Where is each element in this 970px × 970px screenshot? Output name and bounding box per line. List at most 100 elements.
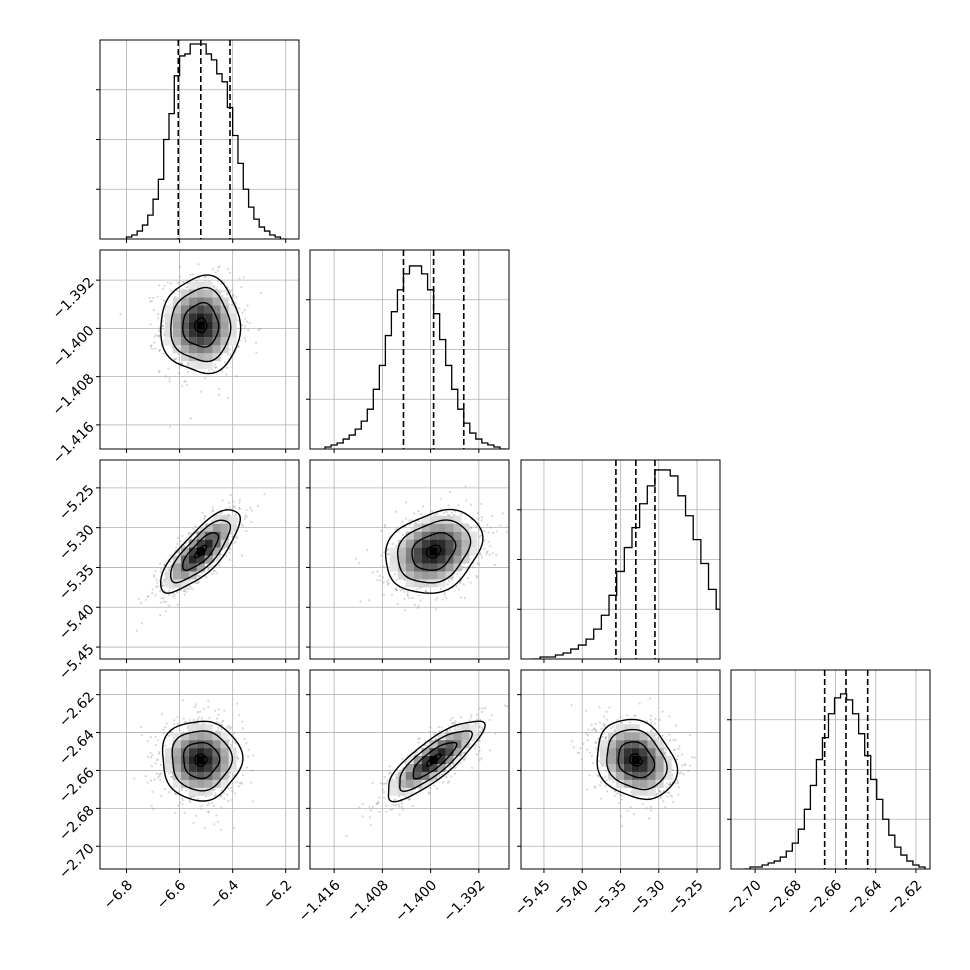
scatter-point	[182, 699, 185, 702]
scatter-point	[154, 570, 157, 573]
scatter-point	[251, 800, 254, 803]
scatter-point	[195, 581, 198, 585]
scatter-point	[236, 702, 239, 705]
scatter-point	[220, 511, 223, 514]
density-cell	[421, 579, 430, 588]
density-cell	[204, 321, 213, 330]
scatter-point	[443, 591, 446, 595]
scatter-point	[234, 541, 237, 544]
scatter-point	[158, 751, 161, 754]
scatter-point	[178, 366, 181, 369]
scatter-point	[463, 596, 467, 599]
scatter-point	[454, 720, 457, 723]
scatter-point	[246, 755, 250, 758]
scatter-point	[204, 515, 207, 518]
density-cell	[445, 523, 454, 532]
scatter-point	[505, 531, 508, 534]
scatter-point	[446, 583, 449, 586]
density-cell	[196, 764, 205, 772]
density-cell	[188, 748, 197, 757]
density-cell	[212, 515, 221, 524]
scatter-point	[159, 614, 162, 617]
scatter-point	[225, 554, 228, 557]
scatter-point	[475, 525, 478, 528]
scatter-point	[469, 581, 472, 584]
density-cell	[204, 748, 213, 757]
density-cell	[405, 579, 414, 588]
scatter-point	[158, 350, 161, 353]
scatter-point	[203, 514, 206, 517]
scatter-point	[223, 290, 226, 293]
scatter-point	[164, 725, 167, 729]
scatter-point	[421, 505, 425, 508]
density-cell	[228, 329, 237, 338]
scatter-point	[229, 743, 232, 746]
scatter-point	[164, 744, 167, 747]
scatter-point	[439, 497, 442, 500]
scatter-point	[177, 790, 180, 793]
density-cell	[397, 563, 406, 572]
scatter-point	[185, 383, 189, 386]
scatter-point	[174, 295, 177, 298]
scatter-point	[493, 563, 496, 567]
scatter-point	[182, 544, 185, 548]
density-cell	[196, 353, 205, 362]
density-cell	[172, 579, 181, 588]
scatter-point	[448, 780, 451, 783]
scatter-point	[149, 736, 153, 739]
scatter-point	[242, 276, 245, 279]
scatter-point	[230, 744, 233, 747]
scatter-point	[156, 758, 159, 761]
scatter-point	[487, 531, 490, 534]
contours	[161, 720, 244, 802]
scatter-point	[244, 339, 247, 343]
scatter-point	[431, 779, 434, 782]
panel-frame	[99, 669, 300, 870]
scatter-point	[241, 727, 245, 730]
scatter-point	[438, 775, 441, 778]
scatter-point	[235, 296, 238, 299]
density-cell	[188, 547, 197, 556]
density-cell	[172, 732, 181, 741]
scatter-point	[162, 578, 166, 581]
scatter-point	[434, 598, 437, 601]
scatter-point	[173, 292, 176, 295]
scatter-point	[213, 569, 216, 573]
scatter-point	[461, 752, 464, 755]
histogram-step-line	[125, 43, 286, 239]
scatter-point	[150, 765, 153, 768]
scatter-point	[163, 314, 166, 317]
scatter-point	[478, 758, 481, 762]
scatter-point	[197, 716, 200, 719]
scatter-point	[257, 328, 260, 332]
density-cell	[405, 539, 414, 548]
scatter-point	[345, 834, 348, 837]
scatter-point	[249, 506, 252, 509]
scatter-point	[158, 370, 161, 374]
scatter-point	[416, 588, 419, 591]
scatter-point	[387, 578, 390, 582]
density-cell	[421, 563, 430, 572]
scatter-point	[450, 511, 453, 514]
scatter-point	[386, 581, 389, 584]
scatter-point	[476, 713, 479, 716]
scatter-point	[228, 771, 232, 774]
density-cell	[204, 787, 213, 796]
scatter-point	[483, 539, 487, 542]
density-cell	[204, 313, 213, 322]
scatter-point	[225, 373, 228, 376]
scatter-point	[181, 803, 184, 806]
scatter-point	[464, 567, 468, 570]
scatter-point	[237, 757, 240, 760]
density-cell	[165, 579, 173, 588]
density-cell	[180, 756, 189, 765]
scatter-point	[173, 719, 176, 722]
contour-line	[182, 302, 220, 348]
scatter-point	[149, 779, 153, 782]
scatter-point	[217, 729, 220, 733]
density-cell	[453, 555, 462, 564]
scatter-point	[177, 281, 180, 284]
scatter-point	[465, 499, 468, 502]
scatter-point	[227, 501, 231, 504]
scatter-point	[229, 786, 232, 790]
